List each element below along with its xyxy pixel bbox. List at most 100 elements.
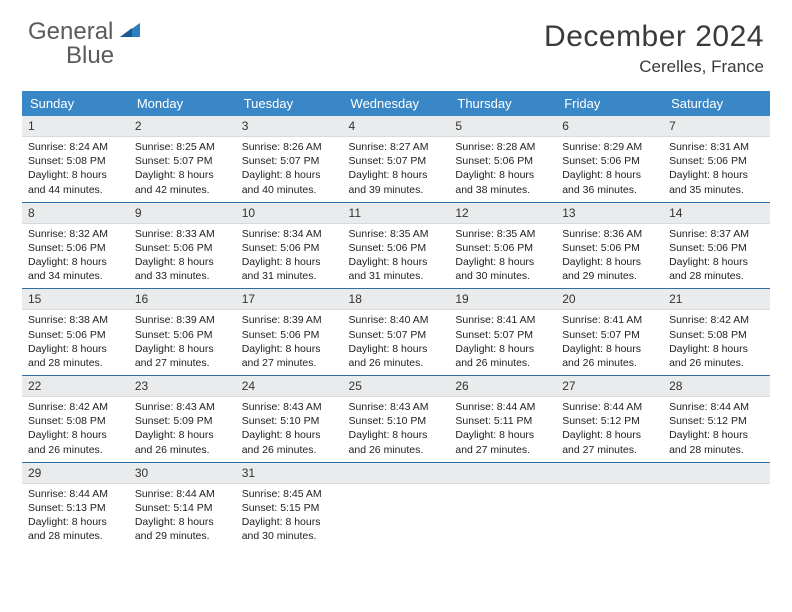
day-number: 26: [449, 376, 556, 397]
calendar-cell: 7Sunrise: 8:31 AMSunset: 5:06 PMDaylight…: [663, 116, 770, 202]
daylight-line: Daylight: 8 hours and 26 minutes.: [669, 342, 764, 370]
sunrise-line: Sunrise: 8:35 AM: [455, 227, 550, 241]
sunset-line: Sunset: 5:08 PM: [28, 154, 123, 168]
day-number: [343, 463, 450, 484]
calendar-cell: 18Sunrise: 8:40 AMSunset: 5:07 PMDayligh…: [343, 289, 450, 376]
sunset-line: Sunset: 5:06 PM: [135, 241, 230, 255]
day-details: Sunrise: 8:24 AMSunset: 5:08 PMDaylight:…: [22, 137, 129, 202]
daylight-line: Daylight: 8 hours and 27 minutes.: [242, 342, 337, 370]
calendar-cell: 28Sunrise: 8:44 AMSunset: 5:12 PMDayligh…: [663, 376, 770, 463]
calendar-cell: 3Sunrise: 8:26 AMSunset: 5:07 PMDaylight…: [236, 116, 343, 202]
header: General Blue December 2024 Cerelles, Fra…: [0, 0, 792, 81]
sunrise-line: Sunrise: 8:40 AM: [349, 313, 444, 327]
day-details: Sunrise: 8:28 AMSunset: 5:06 PMDaylight:…: [449, 137, 556, 202]
sunset-line: Sunset: 5:12 PM: [562, 414, 657, 428]
calendar-week-row: 15Sunrise: 8:38 AMSunset: 5:06 PMDayligh…: [22, 289, 770, 376]
sunrise-line: Sunrise: 8:42 AM: [669, 313, 764, 327]
day-number: 31: [236, 463, 343, 484]
sunset-line: Sunset: 5:06 PM: [28, 328, 123, 342]
sunrise-line: Sunrise: 8:45 AM: [242, 487, 337, 501]
day-number: 16: [129, 289, 236, 310]
day-number: [556, 463, 663, 484]
calendar-cell: 16Sunrise: 8:39 AMSunset: 5:06 PMDayligh…: [129, 289, 236, 376]
sunset-line: Sunset: 5:06 PM: [242, 328, 337, 342]
sunset-line: Sunset: 5:06 PM: [455, 241, 550, 255]
calendar-cell: 30Sunrise: 8:44 AMSunset: 5:14 PMDayligh…: [129, 462, 236, 548]
day-number: 8: [22, 203, 129, 224]
day-details: Sunrise: 8:44 AMSunset: 5:12 PMDaylight:…: [663, 397, 770, 462]
calendar-cell: 15Sunrise: 8:38 AMSunset: 5:06 PMDayligh…: [22, 289, 129, 376]
sunrise-line: Sunrise: 8:31 AM: [669, 140, 764, 154]
day-details: Sunrise: 8:40 AMSunset: 5:07 PMDaylight:…: [343, 310, 450, 375]
daylight-line: Daylight: 8 hours and 27 minutes.: [135, 342, 230, 370]
sunset-line: Sunset: 5:11 PM: [455, 414, 550, 428]
calendar-cell: 4Sunrise: 8:27 AMSunset: 5:07 PMDaylight…: [343, 116, 450, 202]
calendar-cell: 19Sunrise: 8:41 AMSunset: 5:07 PMDayligh…: [449, 289, 556, 376]
daylight-line: Daylight: 8 hours and 39 minutes.: [349, 168, 444, 196]
daylight-line: Daylight: 8 hours and 26 minutes.: [455, 342, 550, 370]
sunrise-line: Sunrise: 8:44 AM: [135, 487, 230, 501]
day-details: Sunrise: 8:44 AMSunset: 5:13 PMDaylight:…: [22, 484, 129, 549]
day-number: 10: [236, 203, 343, 224]
sunset-line: Sunset: 5:07 PM: [135, 154, 230, 168]
daylight-line: Daylight: 8 hours and 27 minutes.: [562, 428, 657, 456]
calendar-cell: [449, 462, 556, 548]
day-number: 13: [556, 203, 663, 224]
day-number: 1: [22, 116, 129, 137]
day-details: Sunrise: 8:42 AMSunset: 5:08 PMDaylight:…: [22, 397, 129, 462]
sunset-line: Sunset: 5:14 PM: [135, 501, 230, 515]
daylight-line: Daylight: 8 hours and 26 minutes.: [349, 428, 444, 456]
sunset-line: Sunset: 5:06 PM: [242, 241, 337, 255]
day-details: Sunrise: 8:44 AMSunset: 5:12 PMDaylight:…: [556, 397, 663, 462]
daylight-line: Daylight: 8 hours and 28 minutes.: [669, 255, 764, 283]
day-number: 6: [556, 116, 663, 137]
sunrise-line: Sunrise: 8:44 AM: [455, 400, 550, 414]
sunrise-line: Sunrise: 8:32 AM: [28, 227, 123, 241]
sunrise-line: Sunrise: 8:41 AM: [455, 313, 550, 327]
day-details: Sunrise: 8:33 AMSunset: 5:06 PMDaylight:…: [129, 224, 236, 289]
calendar-cell: 31Sunrise: 8:45 AMSunset: 5:15 PMDayligh…: [236, 462, 343, 548]
day-header: Saturday: [663, 91, 770, 116]
day-number: 12: [449, 203, 556, 224]
day-number: 4: [343, 116, 450, 137]
day-details: Sunrise: 8:25 AMSunset: 5:07 PMDaylight:…: [129, 137, 236, 202]
day-number: 14: [663, 203, 770, 224]
daylight-line: Daylight: 8 hours and 42 minutes.: [135, 168, 230, 196]
calendar-cell: 8Sunrise: 8:32 AMSunset: 5:06 PMDaylight…: [22, 202, 129, 289]
sunset-line: Sunset: 5:06 PM: [135, 328, 230, 342]
calendar-cell: 17Sunrise: 8:39 AMSunset: 5:06 PMDayligh…: [236, 289, 343, 376]
calendar-cell: [663, 462, 770, 548]
calendar-cell: 10Sunrise: 8:34 AMSunset: 5:06 PMDayligh…: [236, 202, 343, 289]
sunset-line: Sunset: 5:06 PM: [562, 241, 657, 255]
calendar-cell: 22Sunrise: 8:42 AMSunset: 5:08 PMDayligh…: [22, 376, 129, 463]
sunset-line: Sunset: 5:06 PM: [669, 154, 764, 168]
calendar-cell: 29Sunrise: 8:44 AMSunset: 5:13 PMDayligh…: [22, 462, 129, 548]
sunrise-line: Sunrise: 8:37 AM: [669, 227, 764, 241]
sunset-line: Sunset: 5:07 PM: [455, 328, 550, 342]
day-number: 2: [129, 116, 236, 137]
daylight-line: Daylight: 8 hours and 36 minutes.: [562, 168, 657, 196]
day-number: 7: [663, 116, 770, 137]
brand-logo: General Blue: [28, 20, 142, 68]
day-details: Sunrise: 8:37 AMSunset: 5:06 PMDaylight:…: [663, 224, 770, 289]
calendar-cell: 9Sunrise: 8:33 AMSunset: 5:06 PMDaylight…: [129, 202, 236, 289]
day-number: [663, 463, 770, 484]
day-details: Sunrise: 8:35 AMSunset: 5:06 PMDaylight:…: [343, 224, 450, 289]
sunset-line: Sunset: 5:09 PM: [135, 414, 230, 428]
calendar-cell: 21Sunrise: 8:42 AMSunset: 5:08 PMDayligh…: [663, 289, 770, 376]
daylight-line: Daylight: 8 hours and 38 minutes.: [455, 168, 550, 196]
sunset-line: Sunset: 5:06 PM: [562, 154, 657, 168]
sunrise-line: Sunrise: 8:26 AM: [242, 140, 337, 154]
sunrise-line: Sunrise: 8:44 AM: [669, 400, 764, 414]
calendar-cell: 2Sunrise: 8:25 AMSunset: 5:07 PMDaylight…: [129, 116, 236, 202]
brand-word2: Blue: [66, 42, 114, 69]
sunrise-line: Sunrise: 8:34 AM: [242, 227, 337, 241]
daylight-line: Daylight: 8 hours and 29 minutes.: [135, 515, 230, 543]
sunrise-line: Sunrise: 8:38 AM: [28, 313, 123, 327]
calendar-cell: 27Sunrise: 8:44 AMSunset: 5:12 PMDayligh…: [556, 376, 663, 463]
calendar-cell: 1Sunrise: 8:24 AMSunset: 5:08 PMDaylight…: [22, 116, 129, 202]
calendar-cell: 13Sunrise: 8:36 AMSunset: 5:06 PMDayligh…: [556, 202, 663, 289]
daylight-line: Daylight: 8 hours and 26 minutes.: [28, 428, 123, 456]
daylight-line: Daylight: 8 hours and 30 minutes.: [455, 255, 550, 283]
daylight-line: Daylight: 8 hours and 26 minutes.: [562, 342, 657, 370]
